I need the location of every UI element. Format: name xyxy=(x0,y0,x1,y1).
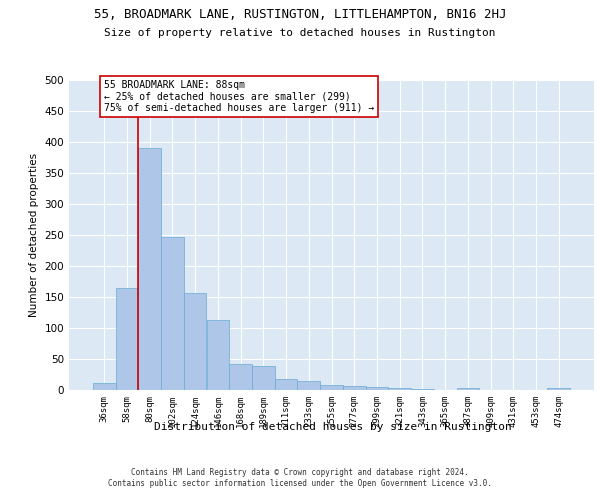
Text: Distribution of detached houses by size in Rustington: Distribution of detached houses by size … xyxy=(154,422,512,432)
Bar xyxy=(298,382,320,390)
Bar xyxy=(343,386,365,390)
Bar xyxy=(116,288,139,390)
Text: Contains HM Land Registry data © Crown copyright and database right 2024.
Contai: Contains HM Land Registry data © Crown c… xyxy=(108,468,492,487)
Bar xyxy=(320,385,343,390)
Bar xyxy=(388,388,411,390)
Text: 55 BROADMARK LANE: 88sqm
← 25% of detached houses are smaller (299)
75% of semi-: 55 BROADMARK LANE: 88sqm ← 25% of detach… xyxy=(104,80,374,113)
Text: Size of property relative to detached houses in Rustington: Size of property relative to detached ho… xyxy=(104,28,496,38)
Bar xyxy=(206,320,229,390)
Bar xyxy=(161,237,184,390)
Bar xyxy=(547,388,570,390)
Bar xyxy=(139,148,161,390)
Bar xyxy=(411,389,434,390)
Bar xyxy=(184,294,206,390)
Bar xyxy=(275,380,298,390)
Bar xyxy=(229,364,252,390)
Y-axis label: Number of detached properties: Number of detached properties xyxy=(29,153,39,317)
Bar xyxy=(457,388,479,390)
Bar xyxy=(93,383,116,390)
Bar xyxy=(365,387,388,390)
Bar xyxy=(252,366,275,390)
Text: 55, BROADMARK LANE, RUSTINGTON, LITTLEHAMPTON, BN16 2HJ: 55, BROADMARK LANE, RUSTINGTON, LITTLEHA… xyxy=(94,8,506,20)
